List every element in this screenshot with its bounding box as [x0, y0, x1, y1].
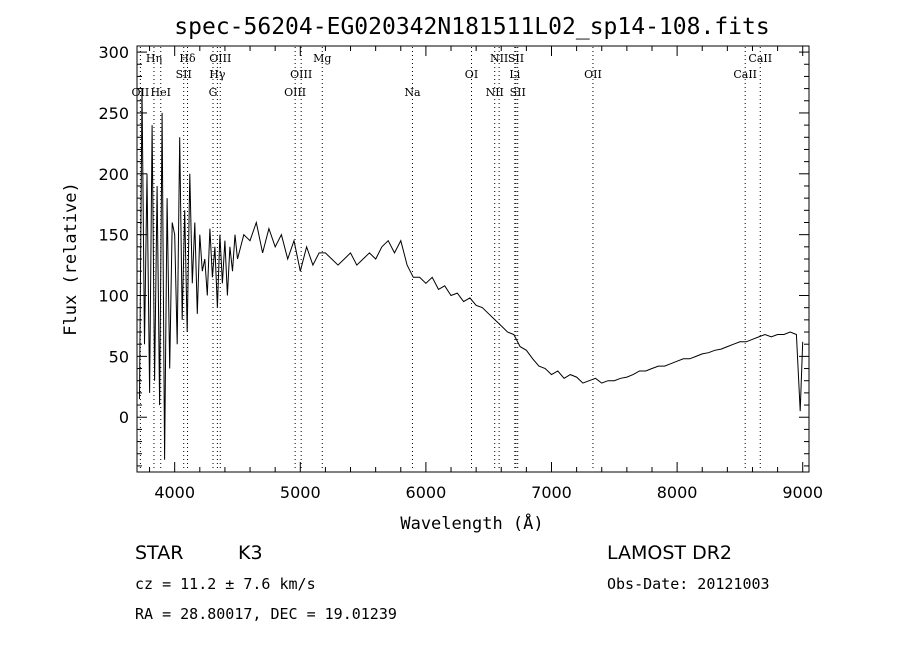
- x-tick-label: 9000: [782, 483, 823, 502]
- line-label-18: OII: [584, 68, 602, 81]
- spectral-line-markers: [139, 47, 761, 471]
- line-label-11: Na: [404, 86, 421, 99]
- line-label-19: CaII: [748, 52, 772, 65]
- line-label-17: SII: [510, 86, 526, 99]
- line-label-7: G: [209, 86, 218, 99]
- y-axis-label: Flux (relative): [61, 182, 81, 336]
- line-label-10: Mg: [313, 52, 331, 65]
- y-tick-label: 250: [98, 104, 129, 123]
- y-tick-label: 200: [98, 165, 129, 184]
- line-label-13: NII: [490, 52, 508, 65]
- line-label-6: Hγ: [209, 68, 226, 81]
- line-label-2: HeI: [151, 86, 171, 99]
- line-label-20: CaII: [733, 68, 757, 81]
- y-tick-label: 100: [98, 287, 129, 306]
- line-label-8: OIII: [290, 68, 312, 81]
- line-label-9: OIII: [284, 86, 306, 99]
- line-label-15: Li: [509, 68, 520, 81]
- line-label-4: SII: [176, 68, 192, 81]
- survey-name: LAMOST DR2: [607, 542, 732, 564]
- spectrum-line: [139, 88, 804, 460]
- object-type: STAR: [135, 542, 183, 564]
- y-tick-label: 0: [119, 408, 129, 427]
- line-label-0: OII: [132, 86, 150, 99]
- x-tick-label: 6000: [406, 483, 447, 502]
- y-tick-label: 50: [109, 347, 129, 366]
- line-label-12: OI: [465, 68, 478, 81]
- chart-title: spec-56204-EG020342N181511L02_sp14-108.f…: [174, 14, 769, 40]
- x-tick-label: 4000: [154, 483, 195, 502]
- ra-dec: RA = 28.80017, DEC = 19.01239: [135, 605, 397, 623]
- line-label-1: Hη: [146, 52, 162, 65]
- x-tick-label: 7000: [531, 483, 572, 502]
- observation-date: Obs-Date: 20121003: [607, 575, 770, 593]
- line-label-14: SII: [508, 52, 524, 65]
- redshift-cz: cz = 11.2 ± 7.6 km/s: [135, 575, 316, 593]
- line-label-3: Hδ: [179, 52, 196, 65]
- y-tick-label: 300: [98, 43, 129, 62]
- line-label-16: NII: [486, 86, 504, 99]
- line-label-5: OIII: [209, 52, 231, 65]
- y-axis: 0 50 100 150 200 250 300: [98, 43, 809, 467]
- x-tick-label: 8000: [657, 483, 698, 502]
- object-subclass: K3: [238, 542, 263, 564]
- y-tick-label: 150: [98, 226, 129, 245]
- x-tick-label: 5000: [280, 483, 321, 502]
- x-axis: 4000 5000 6000 7000 8000 9000: [149, 46, 823, 502]
- x-axis-label: Wavelength (Å): [400, 512, 543, 534]
